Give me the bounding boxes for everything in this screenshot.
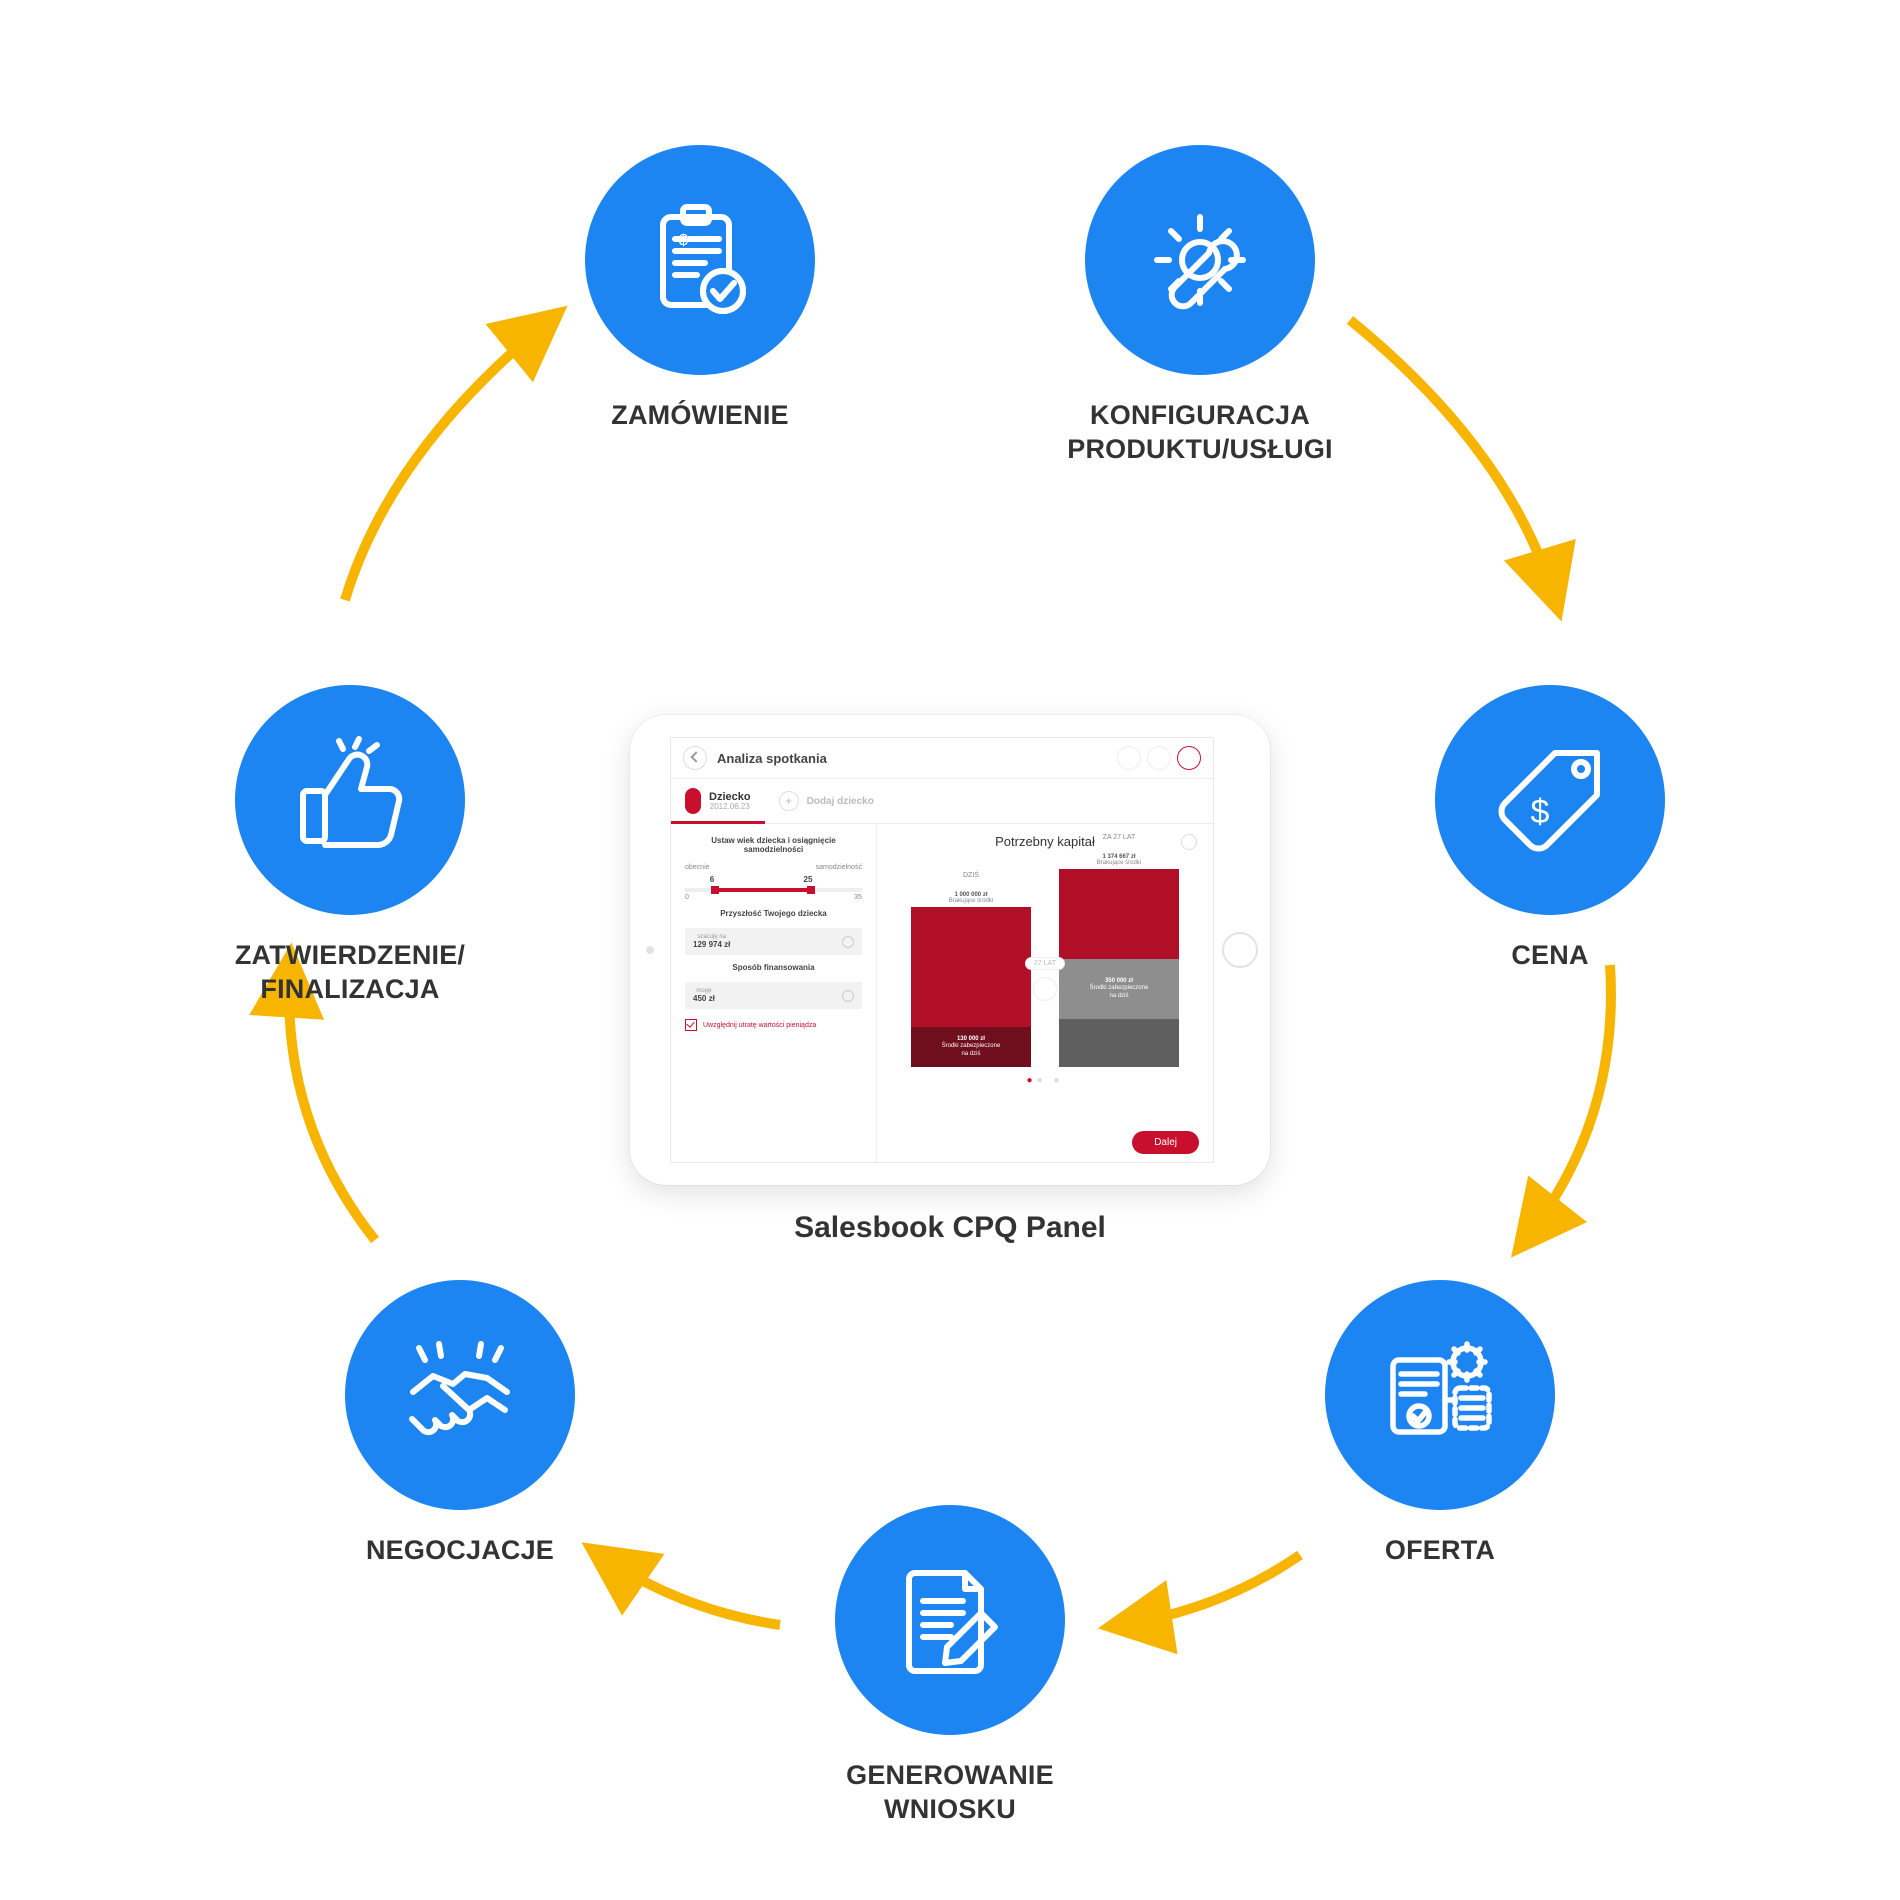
chart-bar-segment: 130 000 złŚrodki zabezpieczone na dziś — [911, 1027, 1031, 1067]
plus-icon: + — [779, 791, 799, 811]
checkbox-icon — [685, 1019, 697, 1031]
chart-bar-segment: 350 000 złŚrodki zabezpieczone na dziś — [1059, 959, 1179, 1019]
clipboard-check-icon: $ — [585, 145, 815, 375]
header-action-icons — [1117, 746, 1201, 770]
pager-dots: ●● ● — [891, 1075, 1199, 1086]
chart-info-icon — [1181, 834, 1197, 850]
next-button: Dalej — [1132, 1131, 1199, 1154]
bar-chart: DZIŚ 1 000 000 złBrakujące środki 130 000 … — [891, 857, 1199, 1067]
node-label-zamowienie: ZAMÓWIENIE — [520, 399, 880, 433]
node-generowanie: GENEROWANIE WNIOSKU — [770, 1505, 1130, 1827]
node-label-negocjacje: NEGOCJACJE — [280, 1534, 640, 1568]
slider-max: 35 — [803, 894, 862, 901]
svg-text:$: $ — [1531, 793, 1550, 831]
node-negocjacje: NEGOCJACJE — [280, 1280, 640, 1568]
tablet-device: Analiza spotkania Dziecko 2012.06.23 — [630, 715, 1270, 1185]
header-icon-2 — [1147, 746, 1171, 770]
center-panel: Analiza spotkania Dziecko 2012.06.23 — [630, 715, 1270, 1245]
slider-track — [685, 888, 862, 892]
node-label-cena: CENA — [1370, 939, 1730, 973]
gear-wrench-icon — [1085, 145, 1315, 375]
header-icon-1 — [1117, 746, 1141, 770]
screen-tabs: Dziecko 2012.06.23 + Dodaj dziecko — [671, 779, 1213, 824]
screen-title: Analiza spotkania — [717, 751, 827, 766]
left-pane: Ustaw wiek dziecka i osiągnięcie samodzi… — [671, 824, 877, 1163]
right-pane: Potrzebny kapitał DZIŚ1 000 000 złBrakuj… — [877, 824, 1213, 1163]
node-label-oferta: OFERTA — [1260, 1534, 1620, 1568]
document-pencil-icon — [835, 1505, 1065, 1735]
field-2-info-icon — [842, 990, 854, 1002]
chart-category-label: ZA 27 LAT — [1059, 834, 1179, 848]
chart-bar-stack: 130 000 złŚrodki zabezpieczone na dziś — [911, 907, 1031, 1067]
svg-text:$: $ — [679, 232, 688, 249]
chart-column: ZA 27 LAT 1 374 667 złBrakujące środki 350… — [1059, 834, 1179, 1067]
tab-active-title: Dziecko — [709, 791, 751, 803]
slider-knob-b — [807, 886, 815, 894]
slider-value-b: 25 — [804, 875, 813, 884]
node-cena: $ CENA — [1370, 685, 1730, 973]
chart-bar-segment — [911, 907, 1031, 1027]
tablet-camera — [646, 946, 654, 954]
offer-doc-icon — [1325, 1280, 1555, 1510]
chart-bar-segment — [1059, 869, 1179, 959]
left-heading-1: Ustaw wiek dziecka i osiągnięcie samodzi… — [685, 836, 862, 854]
chart-mid-ring — [1033, 977, 1057, 1001]
back-icon — [683, 746, 707, 770]
tab-add: + Dodaj dziecko — [765, 779, 888, 823]
slider-min: 0 — [685, 894, 744, 901]
handshake-icon — [345, 1280, 575, 1510]
center-caption: Salesbook CPQ Panel — [630, 1211, 1270, 1245]
field-2: mogę 450 zł — [685, 982, 862, 1009]
slider-value-a: 6 — [710, 875, 714, 884]
header-icon-3 — [1177, 746, 1201, 770]
left-heading-3: Sposób finansowania — [685, 963, 862, 972]
field-1: szacuję na 129 974 zł — [685, 928, 862, 955]
tablet-home-button — [1222, 932, 1258, 968]
chart-category-label: DZIŚ — [911, 872, 1031, 886]
chart-column: DZIŚ 1 000 000 złBrakujące środki 130 000 … — [911, 872, 1031, 1067]
node-oferta: OFERTA — [1260, 1280, 1620, 1568]
chart-bar-stack: 350 000 złŚrodki zabezpieczone na dziś — [1059, 869, 1179, 1067]
field-1-info-icon — [842, 936, 854, 948]
checkbox-line: Uwzględnij utratę wartości pieniądza — [685, 1019, 862, 1031]
chart-bar-segment — [1059, 1019, 1179, 1067]
field-1-value: 129 974 zł — [693, 940, 730, 949]
tab-add-label: Dodaj dziecko — [807, 796, 874, 807]
screen-header: Analiza spotkania — [671, 738, 1213, 779]
tab-active: Dziecko 2012.06.23 — [671, 779, 765, 823]
left-heading-2: Przyszłość Twojego dziecka — [685, 909, 862, 918]
node-label-konfiguracja: KONFIGURACJA PRODUKTU/USŁUGI — [1020, 399, 1380, 467]
node-label-zatwierdzenie: ZATWIERDZENIE/ FINALIZACJA — [170, 939, 530, 1007]
tablet-screen: Analiza spotkania Dziecko 2012.06.23 — [670, 737, 1214, 1163]
node-zamowienie: $ ZAMÓWIENIE — [520, 145, 880, 433]
node-label-generowanie: GENEROWANIE WNIOSKU — [770, 1759, 1130, 1827]
field-2-value: 450 zł — [693, 994, 715, 1003]
node-zatwierdzenie: ZATWIERDZENIE/ FINALIZACJA — [170, 685, 530, 1007]
node-konfiguracja: KONFIGURACJA PRODUKTU/USŁUGI — [1020, 145, 1380, 467]
slider-right-label: samodzielność — [816, 864, 862, 871]
chart-mid-label: 27 LAT — [1025, 957, 1065, 970]
slider-knob-a — [711, 886, 719, 894]
tab-active-icon — [685, 788, 701, 814]
chart-bar-top-label: 1 374 667 złBrakujące środki — [1059, 854, 1179, 867]
slider-left-label: obecnie — [685, 864, 710, 871]
tab-active-sub: 2012.06.23 — [709, 803, 751, 812]
price-tag-icon: $ — [1435, 685, 1665, 915]
chart-bar-top-label: 1 000 000 złBrakujące środki — [911, 892, 1031, 905]
thumbs-up-icon — [235, 685, 465, 915]
slider-fill — [715, 888, 811, 892]
checkbox-label: Uwzględnij utratę wartości pieniądza — [703, 1022, 816, 1029]
